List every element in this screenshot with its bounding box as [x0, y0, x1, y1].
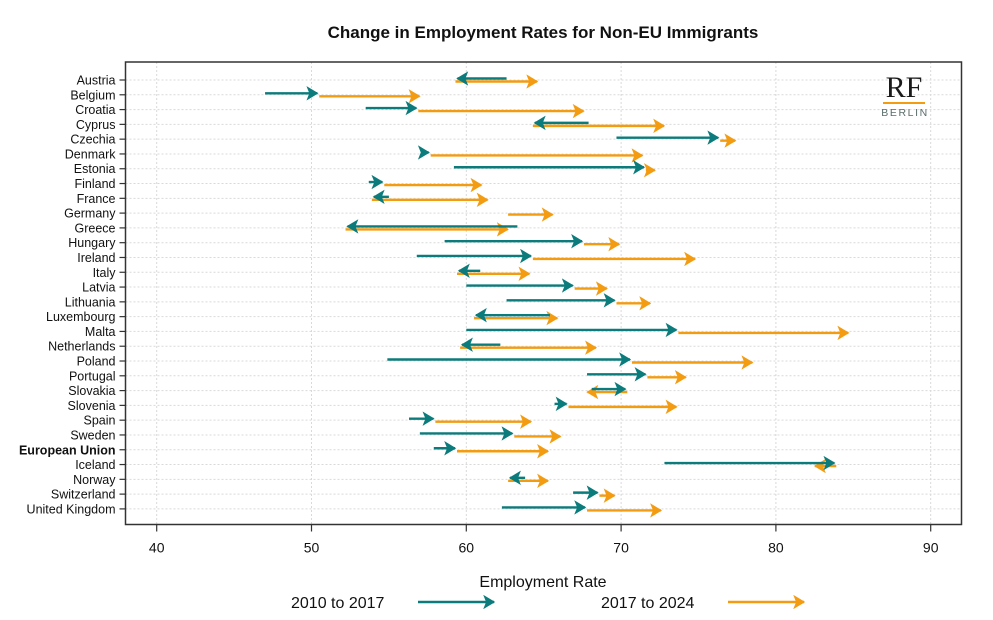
y-tick-label-estonia: Estonia	[74, 162, 116, 176]
y-tick-label-poland: Poland	[77, 355, 116, 369]
logo-berlin-text: BERLIN	[881, 107, 929, 119]
y-tick-label-malta: Malta	[85, 325, 116, 339]
x-axis-label: Employment Rate	[479, 574, 606, 591]
legend-label-2010-2017: 2010 to 2017	[291, 595, 385, 612]
y-tick-label-greece: Greece	[75, 221, 116, 235]
y-tick-label-latvia: Latvia	[82, 281, 115, 295]
x-tick-label: 90	[923, 540, 939, 556]
y-tick-label-norway: Norway	[73, 473, 116, 487]
y-tick-label-italy: Italy	[93, 266, 117, 280]
x-tick-label: 70	[613, 540, 629, 556]
x-tick-label: 60	[459, 540, 475, 556]
x-axis: 40 50 60 70 80 90	[149, 524, 939, 556]
y-tick-label-belgium: Belgium	[70, 88, 115, 102]
y-tick-label-france: France	[77, 192, 116, 206]
y-tick-label-slovakia: Slovakia	[68, 384, 115, 398]
legend: 2010 to 2017 2017 to 2024	[291, 594, 806, 612]
grid	[125, 62, 962, 525]
y-tick-label-hungary: Hungary	[68, 236, 116, 250]
y-tick-label-netherlands: Netherlands	[48, 340, 115, 354]
y-tick-label-austria: Austria	[77, 74, 116, 88]
y-tick-label-finland: Finland	[75, 177, 116, 191]
plot-frame	[124, 61, 963, 526]
y-tick-label-czechia: Czechia	[70, 133, 115, 147]
chart-title: Change in Employment Rates for Non-EU Im…	[328, 23, 759, 42]
logo: RF BERLIN	[881, 71, 929, 119]
logo-rf-text: RF	[886, 71, 923, 104]
y-tick-label-spain: Spain	[84, 414, 116, 428]
arrows	[265, 71, 850, 518]
y-tick-label-portugal: Portugal	[69, 369, 116, 383]
y-tick-label-united-kingdom: United Kingdom	[27, 502, 116, 516]
y-tick-label-slovenia: Slovenia	[68, 399, 116, 413]
y-tick-label-germany: Germany	[64, 207, 116, 221]
y-tick-label-denmark: Denmark	[65, 147, 116, 161]
rows: AustriaBelgiumCroatiaCyprusCzechiaDenmar…	[19, 74, 126, 516]
y-tick-label-luxembourg: Luxembourg	[46, 310, 116, 324]
y-tick-label-switzerland: Switzerland	[51, 488, 116, 502]
y-tick-label-lithuania: Lithuania	[65, 295, 116, 309]
y-tick-label-iceland: Iceland	[75, 458, 115, 472]
y-tick-label-cyprus: Cyprus	[76, 118, 116, 132]
x-tick-label: 40	[149, 540, 165, 556]
x-tick-label: 80	[768, 540, 784, 556]
y-tick-label-ireland: Ireland	[77, 251, 115, 265]
legend-label-2017-2024: 2017 to 2024	[601, 595, 695, 612]
y-tick-label-sweden: Sweden	[70, 428, 115, 442]
x-tick-label: 50	[304, 540, 320, 556]
y-tick-label-european-union: European Union	[19, 443, 116, 457]
y-tick-label-croatia: Croatia	[75, 103, 115, 117]
